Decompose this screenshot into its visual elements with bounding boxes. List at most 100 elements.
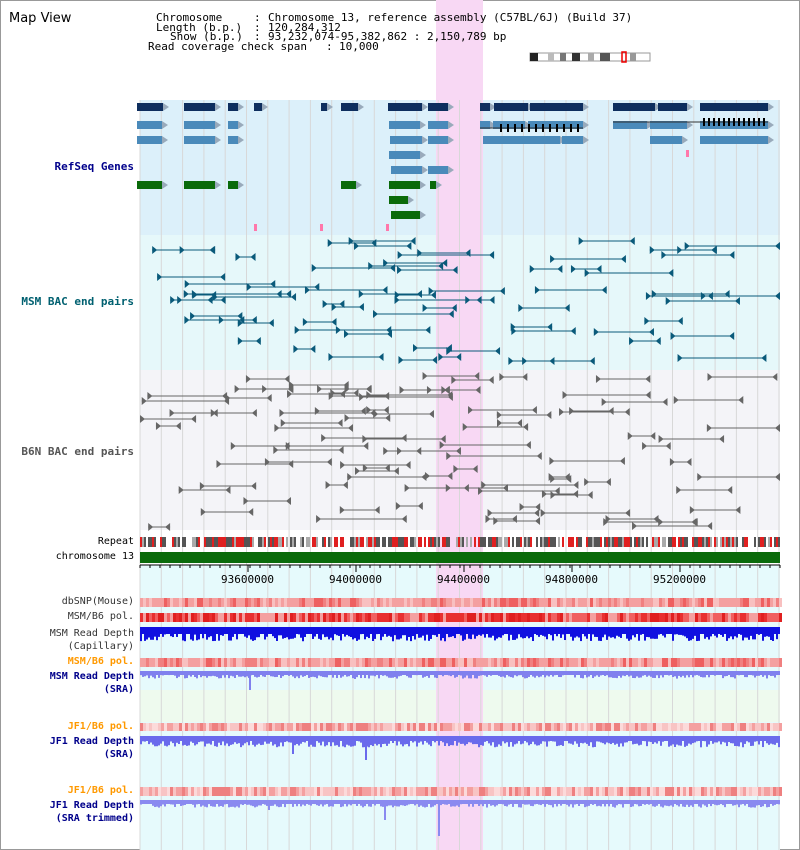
track-label-jf1-trim[interactable]: JF1 Read Depth bbox=[49, 800, 134, 811]
bac-end bbox=[446, 452, 452, 460]
depth-bar bbox=[258, 671, 260, 677]
depth-bar bbox=[574, 671, 576, 678]
depth-bar bbox=[710, 627, 712, 637]
heat-cell bbox=[266, 598, 269, 607]
depth-bar bbox=[598, 736, 600, 742]
depth-bar bbox=[242, 736, 244, 746]
bac-end bbox=[287, 385, 293, 393]
track-label-jf1-depth[interactable]: JF1 Read Depth bbox=[49, 736, 134, 747]
heat-cell bbox=[569, 598, 572, 607]
depth-bar bbox=[336, 800, 338, 803]
heat-cell bbox=[236, 658, 239, 667]
repeat-element bbox=[448, 537, 450, 547]
repeat-element bbox=[214, 537, 216, 547]
repeat-element bbox=[172, 537, 174, 547]
heat-cell bbox=[263, 598, 266, 607]
heat-cell bbox=[464, 723, 467, 731]
depth-bar bbox=[386, 627, 388, 637]
heat-cell bbox=[152, 598, 155, 607]
track-label-b6n-bac[interactable]: B6N BAC end pairs bbox=[21, 445, 134, 458]
depth-bar bbox=[700, 736, 702, 748]
depth-bar bbox=[466, 627, 468, 633]
depth-bar bbox=[186, 800, 188, 803]
heat-cell bbox=[383, 787, 386, 796]
depth-bar bbox=[350, 671, 352, 675]
depth-bar bbox=[632, 671, 634, 678]
track-label-msm-pol-2[interactable]: MSM/B6 pol. bbox=[67, 656, 134, 667]
repeat-element bbox=[164, 537, 166, 547]
depth-bar bbox=[346, 627, 348, 635]
depth-bar bbox=[192, 800, 194, 805]
depth-bar bbox=[764, 736, 766, 741]
depth-bar bbox=[314, 736, 316, 747]
depth-bar bbox=[384, 627, 386, 633]
repeat-element bbox=[710, 537, 712, 547]
heat-cell bbox=[266, 613, 269, 622]
depth-bar bbox=[256, 736, 258, 745]
depth-bar bbox=[594, 800, 596, 803]
heat-cell bbox=[164, 658, 167, 667]
bac-end bbox=[510, 323, 516, 331]
bac-end bbox=[266, 394, 272, 402]
heat-cell bbox=[275, 598, 278, 607]
heat-cell bbox=[677, 658, 680, 667]
heat-cell bbox=[170, 658, 173, 667]
bac-end bbox=[382, 286, 388, 294]
depth-bar bbox=[284, 627, 286, 638]
depth-bar bbox=[252, 671, 254, 675]
depth-bar bbox=[382, 800, 384, 807]
depth-bar bbox=[542, 800, 544, 805]
repeat-element bbox=[458, 537, 460, 547]
depth-bar bbox=[734, 736, 736, 746]
track-label-msm-depth-cap[interactable]: MSM Read Depth bbox=[49, 628, 134, 639]
repeat-element bbox=[350, 537, 352, 547]
bac-end bbox=[595, 375, 601, 383]
depth-bar bbox=[618, 671, 620, 676]
gene-exon bbox=[763, 118, 765, 126]
depth-bar bbox=[248, 736, 250, 746]
depth-bar bbox=[620, 671, 622, 678]
bac-end bbox=[775, 473, 780, 481]
heat-cell bbox=[623, 787, 626, 796]
depth-bar bbox=[412, 627, 414, 637]
bac-end bbox=[397, 447, 403, 455]
heat-cell bbox=[431, 787, 434, 796]
heat-cell bbox=[590, 787, 593, 796]
heat-cell bbox=[170, 787, 173, 796]
track-label-msm-depth-sra[interactable]: MSM Read Depth bbox=[49, 671, 134, 682]
heat-cell bbox=[665, 723, 668, 731]
track-label-msm-pol-1[interactable]: MSM/B6 pol. bbox=[67, 611, 134, 622]
repeat-element bbox=[162, 537, 164, 547]
heat-cell bbox=[497, 613, 500, 622]
repeat-element bbox=[356, 537, 358, 547]
heat-cell bbox=[635, 787, 638, 796]
depth-bar bbox=[616, 736, 618, 744]
depth-bar bbox=[338, 800, 340, 803]
track-label-refseq[interactable]: RefSeq Genes bbox=[54, 160, 134, 173]
track-label-msm-bac[interactable]: MSM BAC end pairs bbox=[21, 295, 134, 308]
depth-bar bbox=[318, 736, 320, 743]
track-label-dbsnp[interactable]: dbSNP(Mouse) bbox=[61, 596, 134, 607]
bac-end bbox=[632, 522, 638, 530]
heat-cell bbox=[641, 598, 644, 607]
track-label-jf1-pol-1[interactable]: JF1/B6 pol. bbox=[67, 721, 134, 732]
depth-bar bbox=[770, 627, 772, 640]
heat-cell bbox=[527, 787, 530, 796]
depth-bar bbox=[486, 800, 488, 808]
repeat-element bbox=[600, 537, 602, 547]
depth-bar bbox=[680, 627, 682, 635]
heat-cell bbox=[497, 787, 500, 796]
depth-bar bbox=[580, 800, 582, 804]
repeat-element bbox=[262, 537, 264, 547]
depth-bar bbox=[762, 800, 764, 807]
heat-cell bbox=[179, 787, 182, 796]
depth-bar bbox=[470, 671, 472, 679]
depth-bar bbox=[708, 671, 710, 678]
heat-cell bbox=[572, 598, 575, 607]
depth-bar bbox=[590, 800, 592, 804]
track-label-jf1-pol-2[interactable]: JF1/B6 pol. bbox=[67, 785, 134, 796]
depth-bar bbox=[740, 627, 742, 635]
repeat-element bbox=[494, 537, 496, 547]
depth-bar bbox=[392, 736, 394, 744]
